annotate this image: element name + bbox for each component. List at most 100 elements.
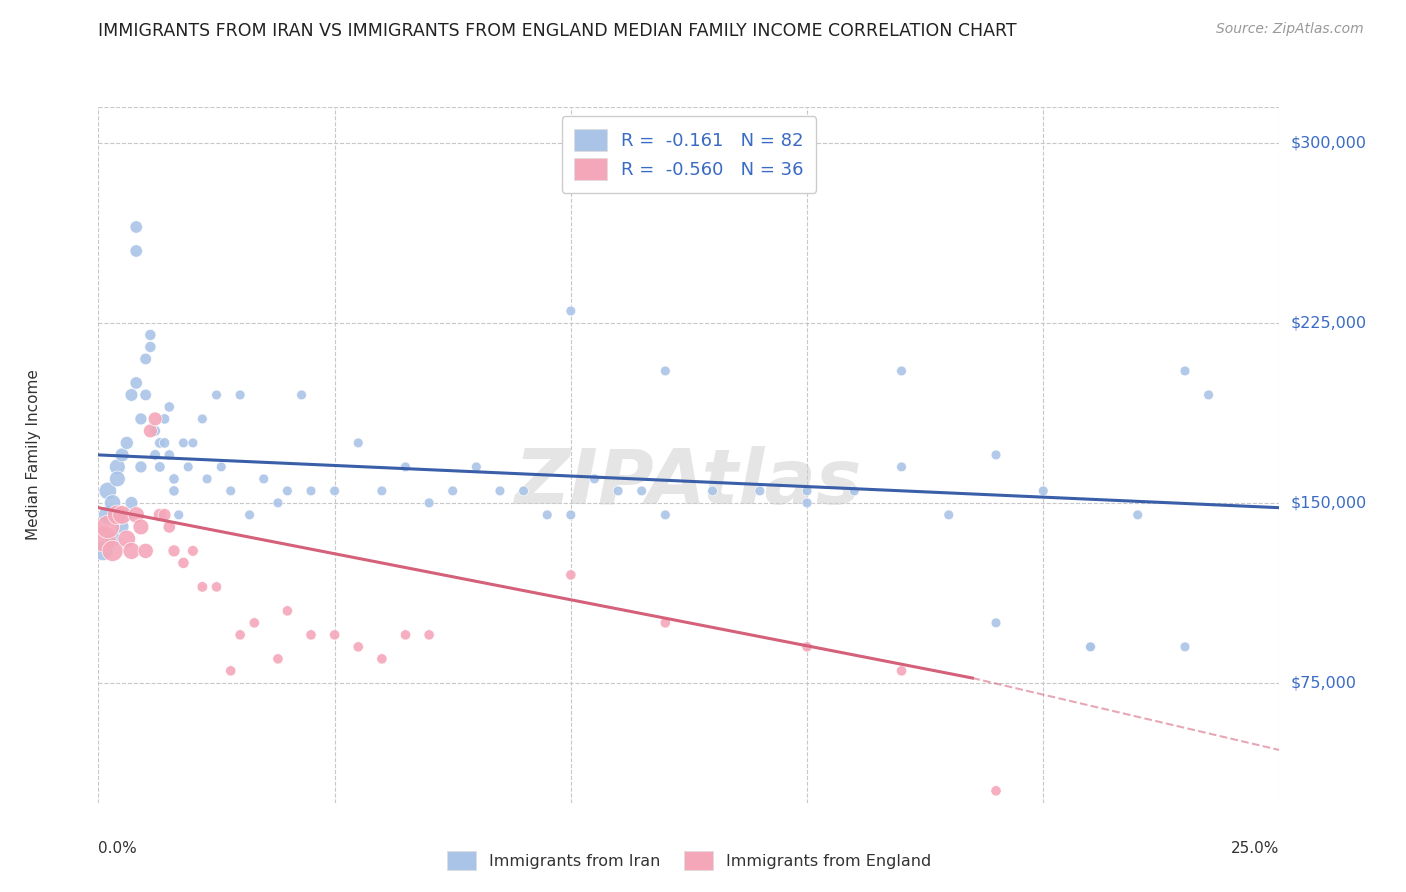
- Point: [229, 628, 252, 642]
- Point: [143, 424, 166, 438]
- Point: [91, 532, 114, 546]
- Point: [748, 483, 770, 498]
- Point: [890, 364, 912, 378]
- Text: 25.0%: 25.0%: [1232, 841, 1279, 856]
- Point: [1126, 508, 1149, 522]
- Point: [796, 483, 818, 498]
- Point: [143, 412, 166, 426]
- Point: [394, 459, 416, 474]
- Point: [157, 520, 180, 534]
- Point: [489, 483, 512, 498]
- Point: [347, 436, 370, 450]
- Point: [347, 640, 370, 654]
- Point: [121, 544, 143, 558]
- Text: Source: ZipAtlas.com: Source: ZipAtlas.com: [1216, 22, 1364, 37]
- Point: [323, 483, 346, 498]
- Point: [125, 244, 148, 258]
- Point: [143, 448, 166, 462]
- Point: [243, 615, 266, 630]
- Point: [163, 472, 186, 486]
- Point: [163, 483, 186, 498]
- Point: [984, 448, 1007, 462]
- Text: Median Family Income: Median Family Income: [25, 369, 41, 541]
- Point: [115, 436, 138, 450]
- Point: [172, 436, 194, 450]
- Point: [299, 628, 322, 642]
- Point: [121, 496, 143, 510]
- Point: [101, 532, 124, 546]
- Point: [418, 496, 440, 510]
- Point: [276, 483, 298, 498]
- Point: [984, 615, 1007, 630]
- Point: [135, 351, 157, 366]
- Point: [129, 520, 152, 534]
- Point: [181, 544, 204, 558]
- Point: [115, 508, 138, 522]
- Point: [796, 640, 818, 654]
- Point: [371, 483, 394, 498]
- Point: [560, 567, 582, 582]
- Point: [153, 412, 176, 426]
- Point: [512, 483, 534, 498]
- Point: [135, 388, 157, 402]
- Point: [149, 436, 172, 450]
- Point: [984, 784, 1007, 798]
- Point: [205, 580, 228, 594]
- Point: [191, 412, 214, 426]
- Point: [239, 508, 262, 522]
- Point: [441, 483, 464, 498]
- Point: [139, 340, 162, 354]
- Point: [1174, 640, 1197, 654]
- Point: [844, 483, 866, 498]
- Text: 0.0%: 0.0%: [98, 841, 138, 856]
- Point: [654, 364, 676, 378]
- Point: [219, 664, 242, 678]
- Point: [135, 544, 157, 558]
- Point: [890, 459, 912, 474]
- Point: [1080, 640, 1102, 654]
- Point: [191, 580, 214, 594]
- Text: $75,000: $75,000: [1291, 675, 1357, 690]
- Point: [101, 496, 124, 510]
- Point: [105, 472, 128, 486]
- Point: [1174, 364, 1197, 378]
- Text: IMMIGRANTS FROM IRAN VS IMMIGRANTS FROM ENGLAND MEDIAN FAMILY INCOME CORRELATION: IMMIGRANTS FROM IRAN VS IMMIGRANTS FROM …: [98, 22, 1017, 40]
- Point: [229, 388, 252, 402]
- Text: $225,000: $225,000: [1291, 316, 1367, 330]
- Point: [465, 459, 488, 474]
- Point: [418, 628, 440, 642]
- Point: [253, 472, 276, 486]
- Point: [267, 652, 290, 666]
- Point: [105, 508, 128, 522]
- Point: [172, 556, 194, 570]
- Point: [560, 508, 582, 522]
- Point: [101, 544, 124, 558]
- Point: [702, 483, 724, 498]
- Point: [205, 388, 228, 402]
- Point: [654, 615, 676, 630]
- Point: [91, 544, 114, 558]
- Point: [115, 532, 138, 546]
- Point: [111, 448, 134, 462]
- Point: [97, 483, 120, 498]
- Point: [125, 219, 148, 234]
- Point: [125, 376, 148, 390]
- Point: [149, 508, 172, 522]
- Point: [121, 388, 143, 402]
- Point: [371, 652, 394, 666]
- Point: [1032, 483, 1054, 498]
- Text: $300,000: $300,000: [1291, 136, 1367, 151]
- Point: [630, 483, 652, 498]
- Point: [157, 448, 180, 462]
- Point: [139, 328, 162, 343]
- Point: [890, 664, 912, 678]
- Point: [290, 388, 312, 402]
- Point: [323, 628, 346, 642]
- Point: [97, 508, 120, 522]
- Point: [105, 459, 128, 474]
- Point: [111, 508, 134, 522]
- Point: [181, 436, 204, 450]
- Point: [583, 472, 606, 486]
- Point: [125, 508, 148, 522]
- Point: [177, 459, 200, 474]
